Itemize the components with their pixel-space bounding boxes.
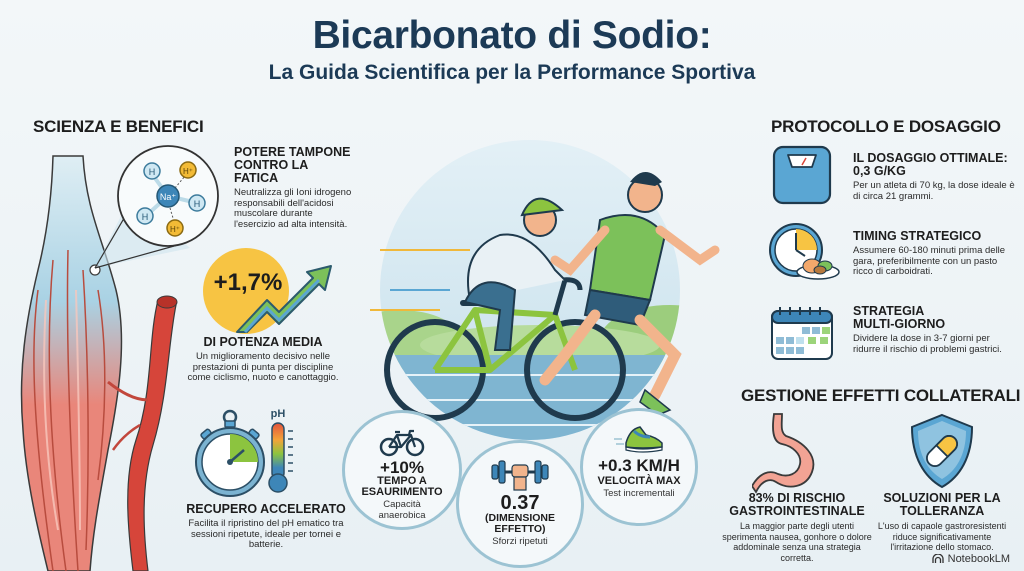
stat-time-label-2: ESAURIMENTO: [361, 486, 443, 498]
stat-max-speed: +0.3 KM/H VELOCITÀ MAX Test incrementali: [580, 408, 698, 526]
benefit-power-text: Un miglioramento decisivo nelle prestazi…: [187, 351, 339, 383]
benefit-buffer-text: Neutralizza gli Ioni idrogeno responsabi…: [234, 187, 352, 230]
benefit-buffer-title-1: POTERE TAMPONE: [234, 145, 351, 159]
svg-text:pH: pH: [271, 408, 286, 420]
svg-text:H⁺: H⁺: [183, 167, 193, 176]
side-effect-gi-risk: 83% DI RISCHIO GASTROINTESTINALE La magg…: [722, 492, 872, 563]
clock-meal-icon: [769, 223, 840, 280]
gi-risk-title-1: 83% DI RISCHIO: [748, 491, 846, 505]
stat-speed-value: +0.3 KM/H: [598, 456, 680, 475]
protocol-dosage-title-1: IL DOSAGGIO OTTIMALE:: [853, 151, 1008, 165]
stomach-icon: [752, 413, 815, 494]
athletes-illustration: [370, 140, 720, 440]
stopwatch-ph-thermometer-icon: pH: [195, 408, 293, 497]
muscle-illustration-icon: [20, 155, 178, 571]
stat-effect-label-1: (DIMENSIONE: [484, 512, 555, 524]
protocol-dosage-text: Per un atleta di 70 kg, la dose ideale è…: [853, 180, 1015, 202]
scale-icon: [772, 145, 832, 205]
stat-time-sub-2: anaerobica: [378, 509, 426, 521]
trend-up-arrow-icon: [236, 265, 332, 334]
power-value: +1,7%: [213, 269, 283, 296]
protocol-multiday-title-1: STRATEGIA: [853, 304, 925, 318]
stat-effect-value: 0.37: [500, 492, 540, 514]
protocol-timing-title: TIMING STRATEGICO: [853, 229, 982, 243]
stat-time-label-1: TEMPO A: [377, 475, 427, 487]
svg-text:Na⁺: Na⁺: [160, 192, 177, 202]
section-heading-science: SCIENZA E BENEFICI: [33, 117, 204, 136]
tolerance-title-2: TOLLERANZA: [899, 504, 985, 518]
tolerance-text: L'uso di capaole gastroresistenti riduce…: [877, 521, 1007, 552]
shield-capsule-icon: [910, 413, 974, 489]
protocol-multiday-text: Dividere la dose in 3-7 giorni per ridur…: [853, 333, 1002, 355]
stat-effect-sub-1: Sforzi ripetuti: [492, 536, 548, 547]
svg-text:H⁺: H⁺: [170, 225, 180, 234]
stat-time-to-exhaustion: +10% TEMPO A ESAURIMENTO Capacità anaero…: [342, 410, 462, 530]
stat-speed-sub: Test incrementali: [603, 488, 675, 499]
benefit-recovery-text: Facilita il ripristino del pH ematico tr…: [188, 518, 344, 550]
stat-effect-size: 0.37 (DIMENSIONE EFFETTO) Sforzi ripetut…: [456, 440, 584, 568]
protocol-multiday-title-2: MULTI-GIORNO: [853, 317, 946, 331]
benefit-power-title: DI POTENZA MEDIA: [203, 335, 323, 349]
benefit-power: DI POTENZA MEDIA Un miglioramento decisi…: [183, 336, 343, 384]
benefit-buffer-title-2: CONTRO LA FATICA: [234, 158, 308, 185]
protocol-dosage: IL DOSAGGIO OTTIMALE: 0,3 G/KG Per un at…: [853, 152, 1018, 202]
calendar-icon: [771, 307, 833, 360]
tolerance-title-1: SOLUZIONI PER LA: [883, 491, 1001, 505]
stat-time-sub-1: Capacità: [383, 499, 421, 510]
protocol-timing: TIMING STRATEGICO Assumere 60-180 minuti…: [853, 230, 1018, 278]
svg-text:H: H: [194, 199, 201, 209]
gi-risk-text: La maggior parte degli utenti sperimenta…: [722, 521, 872, 563]
protocol-multiday: STRATEGIA MULTI-GIORNO Dividere la dose …: [853, 305, 1018, 355]
section-heading-side-effects: GESTIONE EFFETTI COLLATERALI: [741, 386, 1021, 405]
running-shoe-icon: [614, 426, 663, 453]
brand-label: NotebookLM: [947, 553, 1010, 565]
svg-text:H: H: [149, 167, 156, 177]
protocol-dosage-title-2: 0,3 G/KG: [853, 164, 906, 178]
benefit-recovery-title: RECUPERO ACCELERATO: [186, 502, 346, 516]
section-heading-protocol: PROTOCOLLO E DOSAGGIO: [771, 117, 1001, 136]
bicycle-icon: [379, 429, 425, 457]
benefit-buffer: POTERE TAMPONE CONTRO LA FATICA Neutrali…: [234, 146, 354, 230]
stat-speed-label: VELOCITÀ MAX: [597, 475, 681, 487]
benefit-recovery: RECUPERO ACCELERATO Facilita il ripristi…: [176, 503, 356, 551]
side-effect-tolerance: SOLUZIONI PER LA TOLLERANZA L'uso di cap…: [872, 492, 1012, 553]
svg-text:H: H: [142, 212, 149, 222]
notebooklm-logo-icon: [931, 554, 944, 563]
page-subtitle: La Guida Scientifica per la Performance …: [268, 61, 756, 84]
dumbbell-fist-icon: [491, 460, 549, 491]
page-title: Bicarbonato di Sodio:: [312, 14, 712, 57]
stat-time-value: +10%: [380, 458, 424, 477]
stat-effect-label-2: EFFETTO): [494, 523, 546, 535]
protocol-timing-text: Assumere 60-180 minuti prima delle gara,…: [853, 245, 1006, 277]
notebooklm-brand: NotebookLM: [931, 553, 1010, 565]
molecule-icon: H H H Na⁺ H⁺ H⁺: [94, 145, 219, 269]
gi-risk-title-2: GASTROINTESTINALE: [729, 504, 865, 518]
